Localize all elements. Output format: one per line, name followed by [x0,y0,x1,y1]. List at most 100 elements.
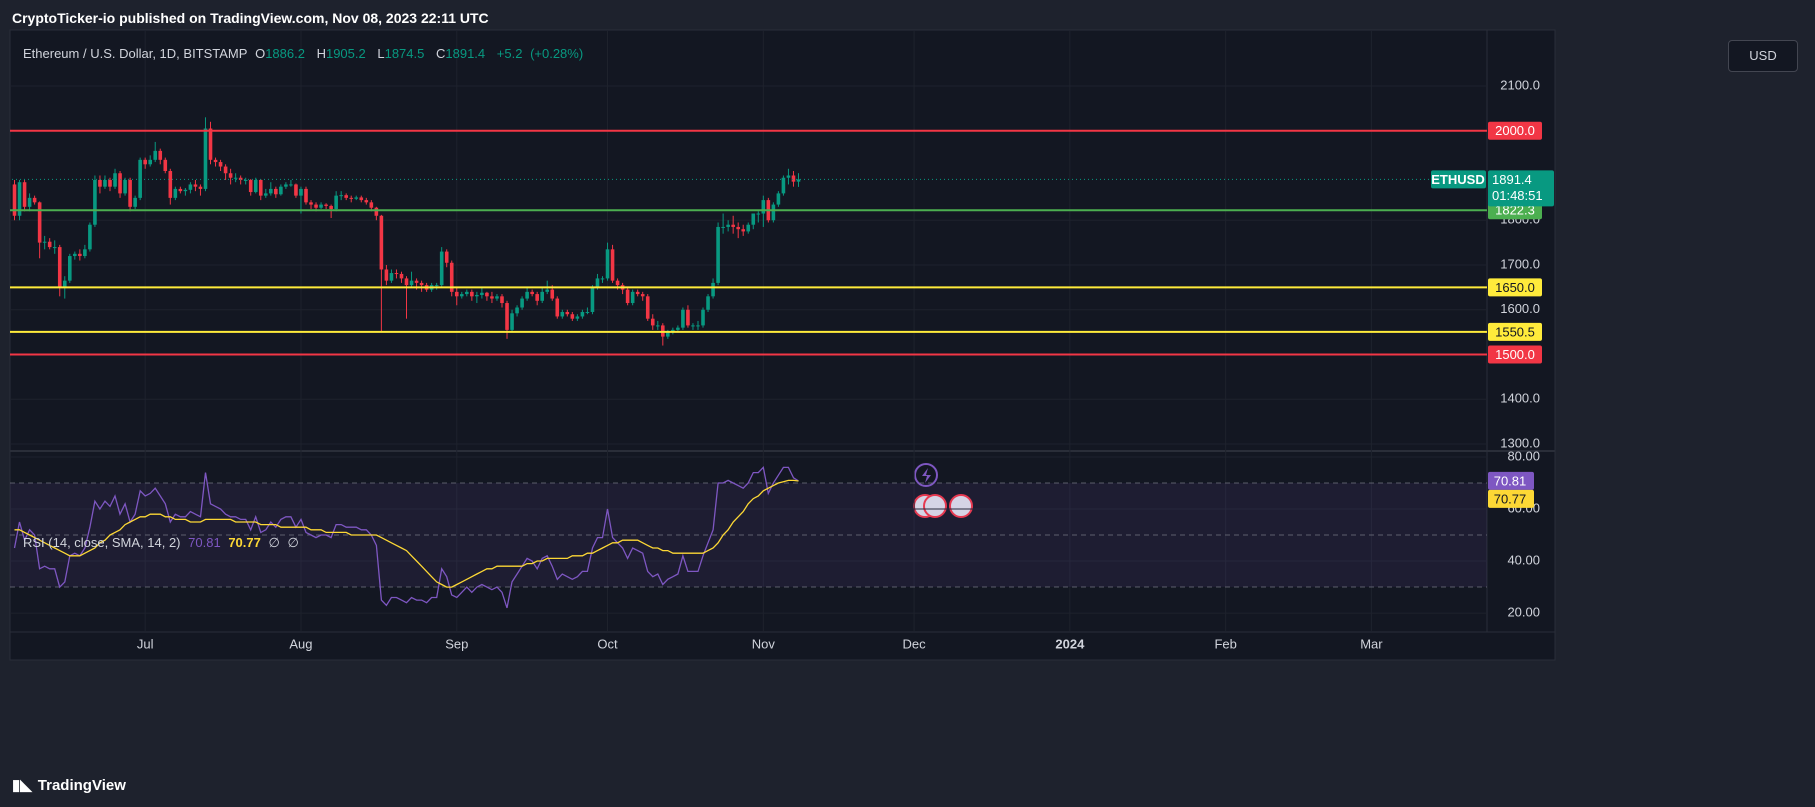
candle-body [309,202,313,205]
candle-body [605,249,610,279]
candle-body [73,253,77,257]
candle-body [465,291,469,295]
rsi-value-label: 70.77 [1494,491,1527,506]
level-label-box [1488,345,1542,364]
rsi-line [13,466,799,609]
candle-body [640,294,645,297]
x-tick-label: Aug [289,636,312,651]
candle-body [37,202,42,243]
candle-body [248,179,253,193]
main-legend: Ethereum / U.S. Dollar, 1D, BITSTAMP O18… [23,46,587,61]
candle-body [560,311,565,317]
candle-body [736,226,740,230]
candle-body [490,296,494,299]
level-label: 1500.0 [1495,347,1535,362]
candle-body [741,229,746,232]
candle-body [525,291,529,299]
candle-body [67,256,72,281]
candle-body [696,325,700,327]
candle-body [475,294,479,297]
candle-body [791,175,796,182]
currency-button[interactable]: USD [1728,40,1798,72]
candle-body [108,179,112,187]
candle-body [258,179,263,196]
candle-body [42,241,47,243]
candle-body [183,189,188,192]
change-percent: (+0.28%) [530,46,584,61]
candle-body [500,296,504,304]
legend-item: O1886.2 [255,46,309,61]
candle-body [57,247,62,288]
candle-body [188,184,193,190]
candle-body [274,188,278,195]
candle-body [515,307,519,314]
candle-body [414,280,419,283]
symbol-title: Ethereum / U.S. Dollar, 1D, BITSTAMP [23,46,248,61]
candle-body [163,159,168,172]
candle-body [691,325,695,327]
rsi-legend: RSI (14, close, SMA, 14, 2) 70.81 70.77 … [23,535,303,551]
candle-body [218,162,223,167]
candle-body [505,303,509,330]
candle-body [545,289,550,292]
candle-body [630,291,635,304]
candle-body [550,289,555,299]
candle-body [173,188,178,198]
candle-body [93,179,97,225]
y-tick-label: 1300.0 [1500,435,1540,450]
x-tick-label: 2024 [1055,636,1085,651]
candle-body [434,285,439,287]
candle-body [585,311,590,313]
candle-body [666,332,670,337]
candle-body [786,175,791,178]
candle-body [17,182,22,216]
candle-body [324,204,328,206]
change: +5.2 [496,46,523,61]
candle-body [103,179,107,187]
ohlc-label: O [255,46,266,61]
candle-body [530,291,534,295]
rsi-value: 70.81 [188,535,221,550]
candle-body [299,188,303,196]
candle-body [208,128,213,160]
y-tick-label: 1400.0 [1500,391,1540,406]
logo-mark: ▮◣ [12,777,32,794]
candle-body [369,202,374,208]
candle-body [253,179,258,193]
legend-item: L1874.5 [377,46,428,61]
candle-body [128,179,132,207]
candle-body [635,291,640,295]
candle-body [575,316,580,319]
candle-body [349,197,354,199]
y-tick-label: 80.00 [1507,448,1540,463]
footer-logo: ▮◣ TradingView [12,776,130,794]
ohlc-value: 1891.4 [445,46,486,61]
candle-body [454,291,459,297]
candle-body [776,193,781,205]
event-icon [923,494,947,518]
x-tick-label: Oct [597,636,618,651]
level-label-box [1488,278,1542,297]
candle-body [22,182,27,207]
candle-body [751,213,756,225]
candle-body [32,197,37,203]
y-tick-label: 40.00 [1507,552,1540,567]
candle-body [158,150,163,160]
candle-body [625,289,630,304]
candle-body [480,292,484,295]
candle-body [374,207,379,216]
candle-body [289,184,293,186]
candle-body [615,280,620,286]
candle-body [88,224,92,250]
x-tick-label: Mar [1360,636,1383,651]
candle-body [233,177,238,179]
candle-body [771,204,776,221]
candle-body [394,273,399,275]
candle-body [686,309,690,326]
candle-body [439,251,444,286]
candle-body [726,224,730,227]
x-tick-label: Jul [137,636,154,651]
candle-body [565,311,570,315]
chart-frame [9,29,1556,661]
